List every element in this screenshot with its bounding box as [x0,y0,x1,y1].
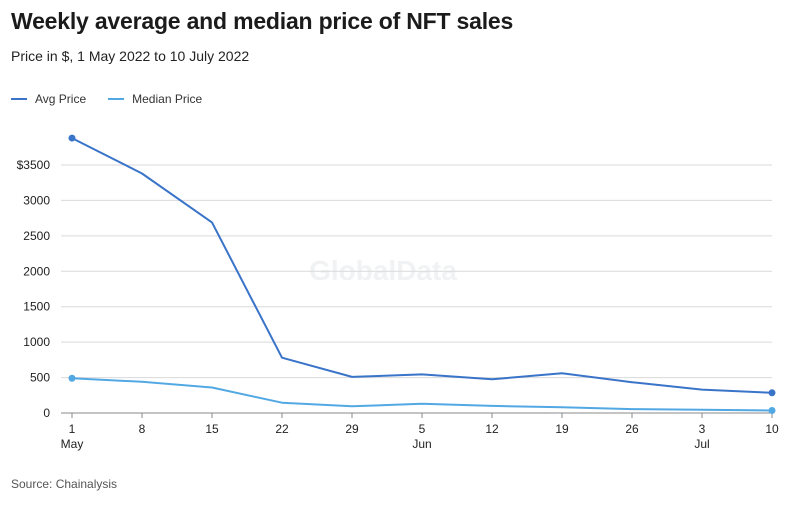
legend-swatch-median-price [108,98,125,100]
data-point[interactable] [68,374,76,382]
data-point[interactable] [768,389,776,397]
source-note: Source: Chainalysis [11,477,118,491]
y-tick-label: 500 [30,371,50,385]
grid-lines [61,164,772,414]
legend-swatch-avg-price [11,98,27,100]
y-tick-label: 2000 [23,264,50,278]
data-point[interactable] [68,134,76,142]
x-axis-tick-labels: 1 8 15 22 29 5 12 19 26 3 10 May Jun Jul [61,413,779,451]
y-tick-label: 2500 [23,229,50,243]
x-tick-label: 3 [699,422,706,436]
y-tick-label: $3500 [17,158,51,172]
x-month-label: Jul [694,437,709,451]
y-tick-label: 1500 [23,300,50,314]
y-tick-label: 0 [43,406,50,420]
y-axis-tick-labels: 0 500 1000 1500 2000 2500 3000 $3500 [17,158,51,420]
x-month-label: May [61,437,84,451]
series-line-avg-price [71,137,773,394]
x-tick-label: 19 [555,422,569,436]
series-lines [68,134,776,415]
x-tick-label: 12 [485,422,499,436]
x-tick-label: 10 [765,422,779,436]
x-tick-label: 29 [345,422,359,436]
x-tick-label: 22 [275,422,289,436]
series-line-median-price [71,377,773,412]
x-tick-label: 5 [419,422,426,436]
x-month-label: Jun [412,437,431,451]
x-tick-label: 8 [139,422,146,436]
watermark: GlobalData [309,255,457,286]
legend-label-median-price: Median Price [132,92,203,106]
x-tick-label: 15 [205,422,219,436]
legend-item-median-price[interactable]: Median Price [108,92,202,106]
legend-item-avg-price[interactable]: Avg Price [11,92,86,106]
y-tick-label: 3000 [23,193,50,207]
legend-label-avg-price: Avg Price [35,92,87,106]
chart-title: Weekly average and median price of NFT s… [11,8,514,34]
x-tick-label: 1 [69,422,76,436]
x-tick-label: 26 [625,422,639,436]
data-point[interactable] [768,407,776,415]
chart-subtitle: Price in $, 1 May 2022 to 10 July 2022 [11,48,250,64]
chart-legend: Avg Price Median Price [11,92,202,106]
y-tick-label: 1000 [23,335,50,349]
